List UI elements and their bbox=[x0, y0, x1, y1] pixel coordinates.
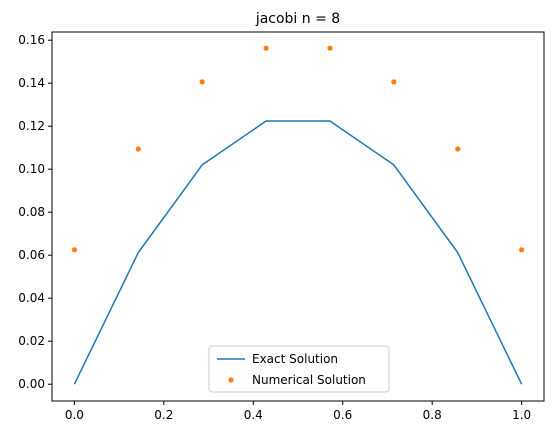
series-line-exact-solution bbox=[73, 120, 523, 385]
data-point-numerical-solution bbox=[519, 247, 525, 253]
x-tick-label: 0.0 bbox=[65, 408, 84, 422]
chart-title: jacobi n = 8 bbox=[255, 11, 340, 27]
x-tick-label: 0.2 bbox=[154, 408, 173, 422]
y-tick-label: 0.00 bbox=[18, 377, 45, 391]
data-point-numerical-solution bbox=[135, 146, 141, 152]
data-point-numerical-solution bbox=[263, 45, 269, 51]
y-tick-label: 0.08 bbox=[18, 205, 45, 219]
y-axis: 0.00 0.02 0.04 0.06 0.08 0.10 0.12 0.14 0.16 bbox=[18, 33, 52, 391]
x-tick-label: 0.8 bbox=[423, 408, 442, 422]
legend-label: Exact Solution bbox=[252, 352, 338, 366]
plot-frame bbox=[51, 31, 545, 402]
y-tick-label: 0.12 bbox=[18, 119, 45, 133]
legend-label: Numerical Solution bbox=[252, 373, 366, 387]
x-axis: 0.0 0.2 0.4 0.6 0.8 1.0 bbox=[65, 401, 531, 422]
plot-area bbox=[71, 45, 525, 385]
data-point-numerical-solution bbox=[391, 79, 397, 85]
data-point-numerical-solution bbox=[327, 45, 333, 51]
y-tick-label: 0.02 bbox=[18, 334, 45, 348]
y-tick-label: 0.06 bbox=[18, 248, 45, 262]
legend-box bbox=[208, 345, 390, 393]
y-tick-label: 0.16 bbox=[18, 33, 45, 47]
data-point-numerical-solution bbox=[455, 146, 461, 152]
y-tick-label: 0.10 bbox=[18, 162, 45, 176]
y-tick-label: 0.14 bbox=[18, 76, 45, 90]
data-point-numerical-solution bbox=[199, 79, 205, 85]
x-tick-label: 1.0 bbox=[512, 408, 531, 422]
y-tick-label: 0.04 bbox=[18, 291, 45, 305]
legend-swatch-marker bbox=[228, 377, 234, 383]
legend: Exact Solution Numerical Solution bbox=[208, 345, 390, 393]
x-tick-label: 0.6 bbox=[333, 408, 352, 422]
x-tick-label: 0.4 bbox=[244, 408, 263, 422]
data-point-numerical-solution bbox=[71, 247, 77, 253]
